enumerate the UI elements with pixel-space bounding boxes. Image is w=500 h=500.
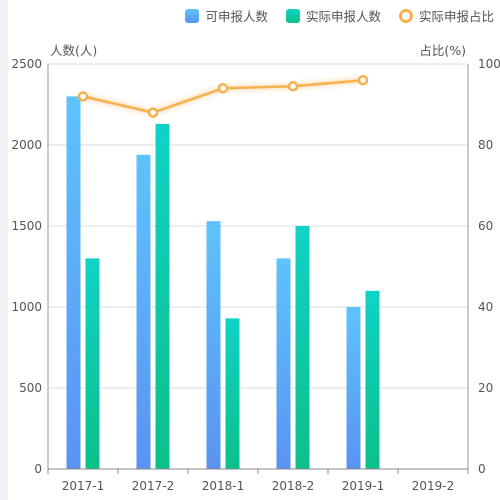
bar-planned [136, 154, 151, 469]
y-axis-title-left: 人数(人) [50, 43, 97, 58]
y-tick-label-left: 1500 [11, 219, 42, 233]
bar-actual [85, 258, 100, 469]
y-tick-label-left: 2000 [11, 138, 42, 152]
bar-actual [365, 290, 380, 469]
axes: 0 500 1000 1500 2000 2500 0 20 40 60 80 100 人数(人) 占比(… [11, 43, 500, 493]
ratio-point [217, 83, 229, 94]
x-tick-label: 2019-2 [412, 479, 455, 493]
ratio-point [357, 74, 369, 86]
y-tick-label-left: 0 [34, 462, 42, 476]
legend-item-ratio[interactable]: 实际申报占比 [398, 6, 494, 25]
y-tick-label-left: 2500 [11, 57, 42, 71]
bar-planned [276, 258, 291, 469]
chart-legend: 可申报人数 实际申报人数 实际申报占比 [185, 6, 494, 25]
y-axis-title-right: 占比(%) [419, 43, 466, 58]
ratio-line-layer [77, 74, 369, 118]
bar-actual [295, 226, 310, 469]
legend-item-actual[interactable]: 实际申报人数 [285, 6, 381, 25]
x-tick-label: 2018-2 [272, 479, 315, 493]
bar-planned [206, 221, 221, 469]
y-tick-label-right: 80 [478, 138, 493, 152]
grid-lines [48, 63, 468, 389]
bar-actual [225, 318, 240, 469]
y-tick-label-left: 500 [19, 381, 42, 395]
x-tick-label: 2017-2 [132, 479, 175, 493]
bar-actual [155, 123, 170, 469]
y-tick-label-right: 20 [478, 381, 493, 395]
y-tick-label-right: 40 [478, 300, 493, 314]
bars [66, 96, 380, 470]
legend-swatch-actual [285, 8, 300, 23]
y-tick-label-right: 100 [478, 57, 500, 71]
ratio-point [147, 107, 159, 118]
ratio-point [287, 81, 299, 92]
x-tick-label: 2019-1 [342, 479, 385, 493]
legend-item-planned[interactable]: 可申报人数 [185, 6, 268, 25]
y-tick-label-right: 60 [478, 219, 493, 233]
legend-swatch-ratio [398, 8, 413, 23]
left-edge-strip [0, 0, 8, 500]
legend-label-actual: 实际申报人数 [305, 9, 381, 24]
legend-label-planned: 可申报人数 [205, 9, 268, 24]
y-tick-label-right: 0 [478, 462, 486, 476]
bar-planned [66, 96, 81, 470]
x-tick-label: 2017-1 [62, 479, 105, 493]
bar-planned [346, 307, 361, 469]
x-tick-label: 2018-1 [202, 479, 245, 493]
legend-label-ratio: 实际申报占比 [418, 9, 494, 24]
ratio-point [77, 91, 89, 102]
legend-swatch-planned [185, 8, 200, 23]
y-tick-label-left: 1000 [11, 300, 42, 314]
